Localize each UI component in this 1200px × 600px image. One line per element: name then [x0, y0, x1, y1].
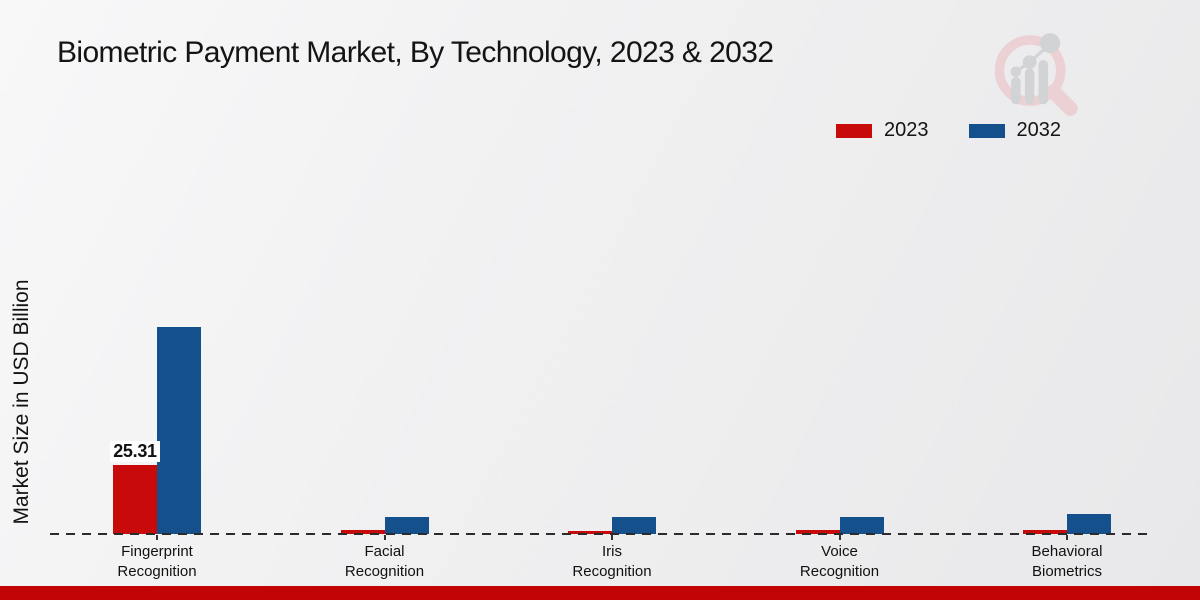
x-tick-0	[156, 535, 158, 540]
bar-2023-fingerprint-recognition	[113, 465, 157, 534]
legend-item-2023: 2023	[836, 119, 929, 142]
category-label-facial-recognition: Facial Recognition	[344, 543, 425, 580]
x-tick-3	[838, 535, 841, 540]
value-label-25-31: 25.31	[85, 441, 185, 462]
legend-swatch-2023	[836, 123, 872, 138]
bar-2023-voice-recognition	[795, 530, 840, 534]
legend-swatch-2032	[968, 123, 1005, 138]
x-tick-4	[1066, 535, 1068, 540]
bar-2032-facial-recognition	[384, 517, 429, 534]
bar-2023-iris-recognition	[568, 531, 612, 534]
x-tick-2	[611, 535, 613, 540]
x-tick-1	[383, 535, 386, 540]
category-label-fingerprint-recognition: Fingerprint Recognition	[117, 543, 197, 580]
bar-2032-behavioral-biometrics	[1067, 514, 1111, 534]
bar-2023-behavioral-biometrics	[1023, 530, 1067, 534]
bar-2032-voice-recognition	[839, 517, 884, 534]
category-label-behavioral-biometrics: Behavioral Biometrics	[1031, 543, 1103, 580]
mrfr-logo-icon	[994, 33, 1078, 116]
legend-label-2032: 2032	[1016, 119, 1062, 141]
chart-title: Biometric Payment Market, By Technology,…	[57, 36, 774, 69]
x-axis-dashed-line	[50, 533, 1150, 535]
category-label-iris-recognition: Iris Recognition	[572, 543, 652, 580]
legend-label-2023: 2023	[884, 119, 929, 141]
footer-strip	[0, 586, 1200, 600]
bar-2023-facial-recognition	[340, 530, 385, 534]
bar-2032-fingerprint-recognition	[157, 327, 201, 534]
legend-item-2032: 2032	[968, 119, 1062, 142]
bar-2032-iris-recognition	[612, 517, 656, 534]
legend: 2023 2032	[836, 119, 1061, 142]
category-label-voice-recognition: Voice Recognition	[799, 543, 880, 580]
